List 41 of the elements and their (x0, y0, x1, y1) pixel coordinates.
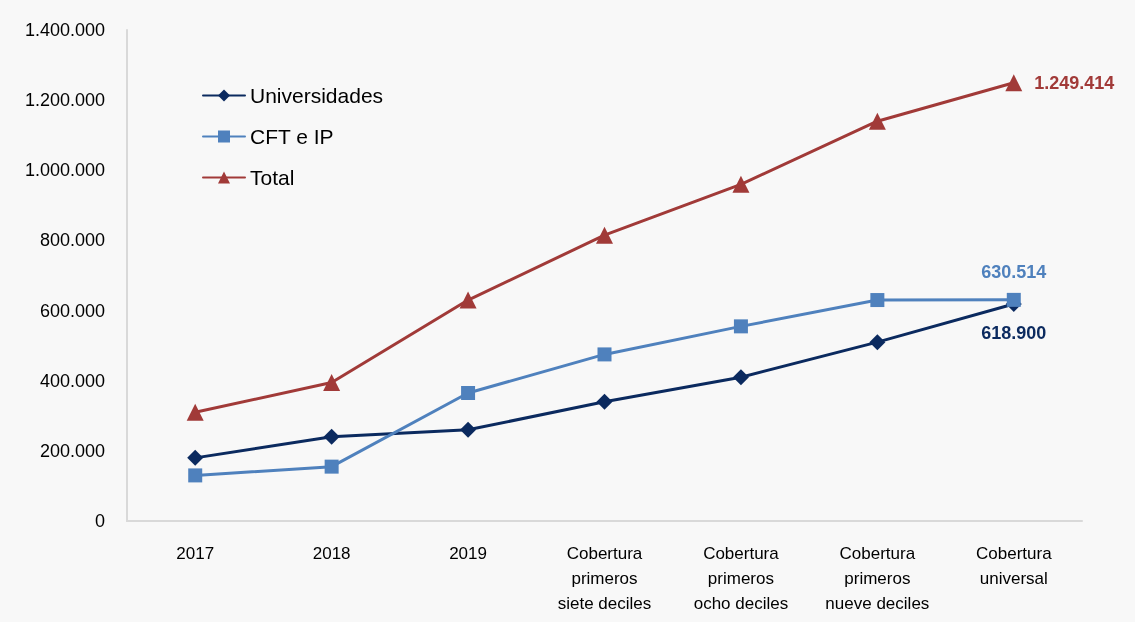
point (869, 334, 886, 351)
point (459, 291, 477, 309)
point (732, 175, 750, 193)
y-tick-label: 200.000 (39, 440, 105, 461)
y-tick-label: 800.000 (39, 230, 105, 251)
point (324, 459, 339, 474)
point (188, 468, 203, 483)
y-tick-label: 0 (94, 511, 105, 531)
y-tick-label: 600.000 (39, 300, 105, 321)
data-label: 1.249.414 (1034, 72, 1115, 93)
x-tick-label: 2017 (176, 544, 215, 563)
point (732, 369, 749, 386)
point (461, 385, 476, 400)
x-tick-label: 2018 (312, 544, 351, 563)
data-label: 618.900 (981, 322, 1047, 343)
point (596, 226, 613, 244)
point (186, 403, 204, 421)
legend-label: Universidades (250, 84, 384, 107)
point (187, 449, 204, 466)
point (1006, 292, 1021, 307)
point (597, 347, 612, 362)
point (323, 373, 341, 391)
legend-label: CFT e IP (250, 125, 334, 148)
y-tick-label: 1.200.000 (24, 90, 105, 111)
point (733, 319, 748, 334)
x-tick-label: Cobertura primeros nueve deciles (825, 544, 930, 613)
data-label: 630.514 (981, 261, 1047, 282)
x-tick-label: Cobertura universal (975, 544, 1053, 588)
y-tick-label: 400.000 (39, 370, 105, 391)
y-tick-label: 1.400.000 (24, 20, 105, 40)
x-tick-label: Cobertura primeros ocho deciles (693, 544, 789, 613)
legend-label: Total (250, 166, 295, 189)
point (460, 421, 477, 438)
x-tick-label: Cobertura primeros siete deciles (557, 544, 652, 613)
point (1005, 74, 1023, 92)
point (596, 393, 613, 410)
point (870, 293, 885, 308)
point (323, 428, 340, 445)
x-tick-label: 2019 (449, 544, 487, 563)
y-tick-label: 1.000.000 (24, 160, 105, 181)
point (868, 112, 886, 130)
